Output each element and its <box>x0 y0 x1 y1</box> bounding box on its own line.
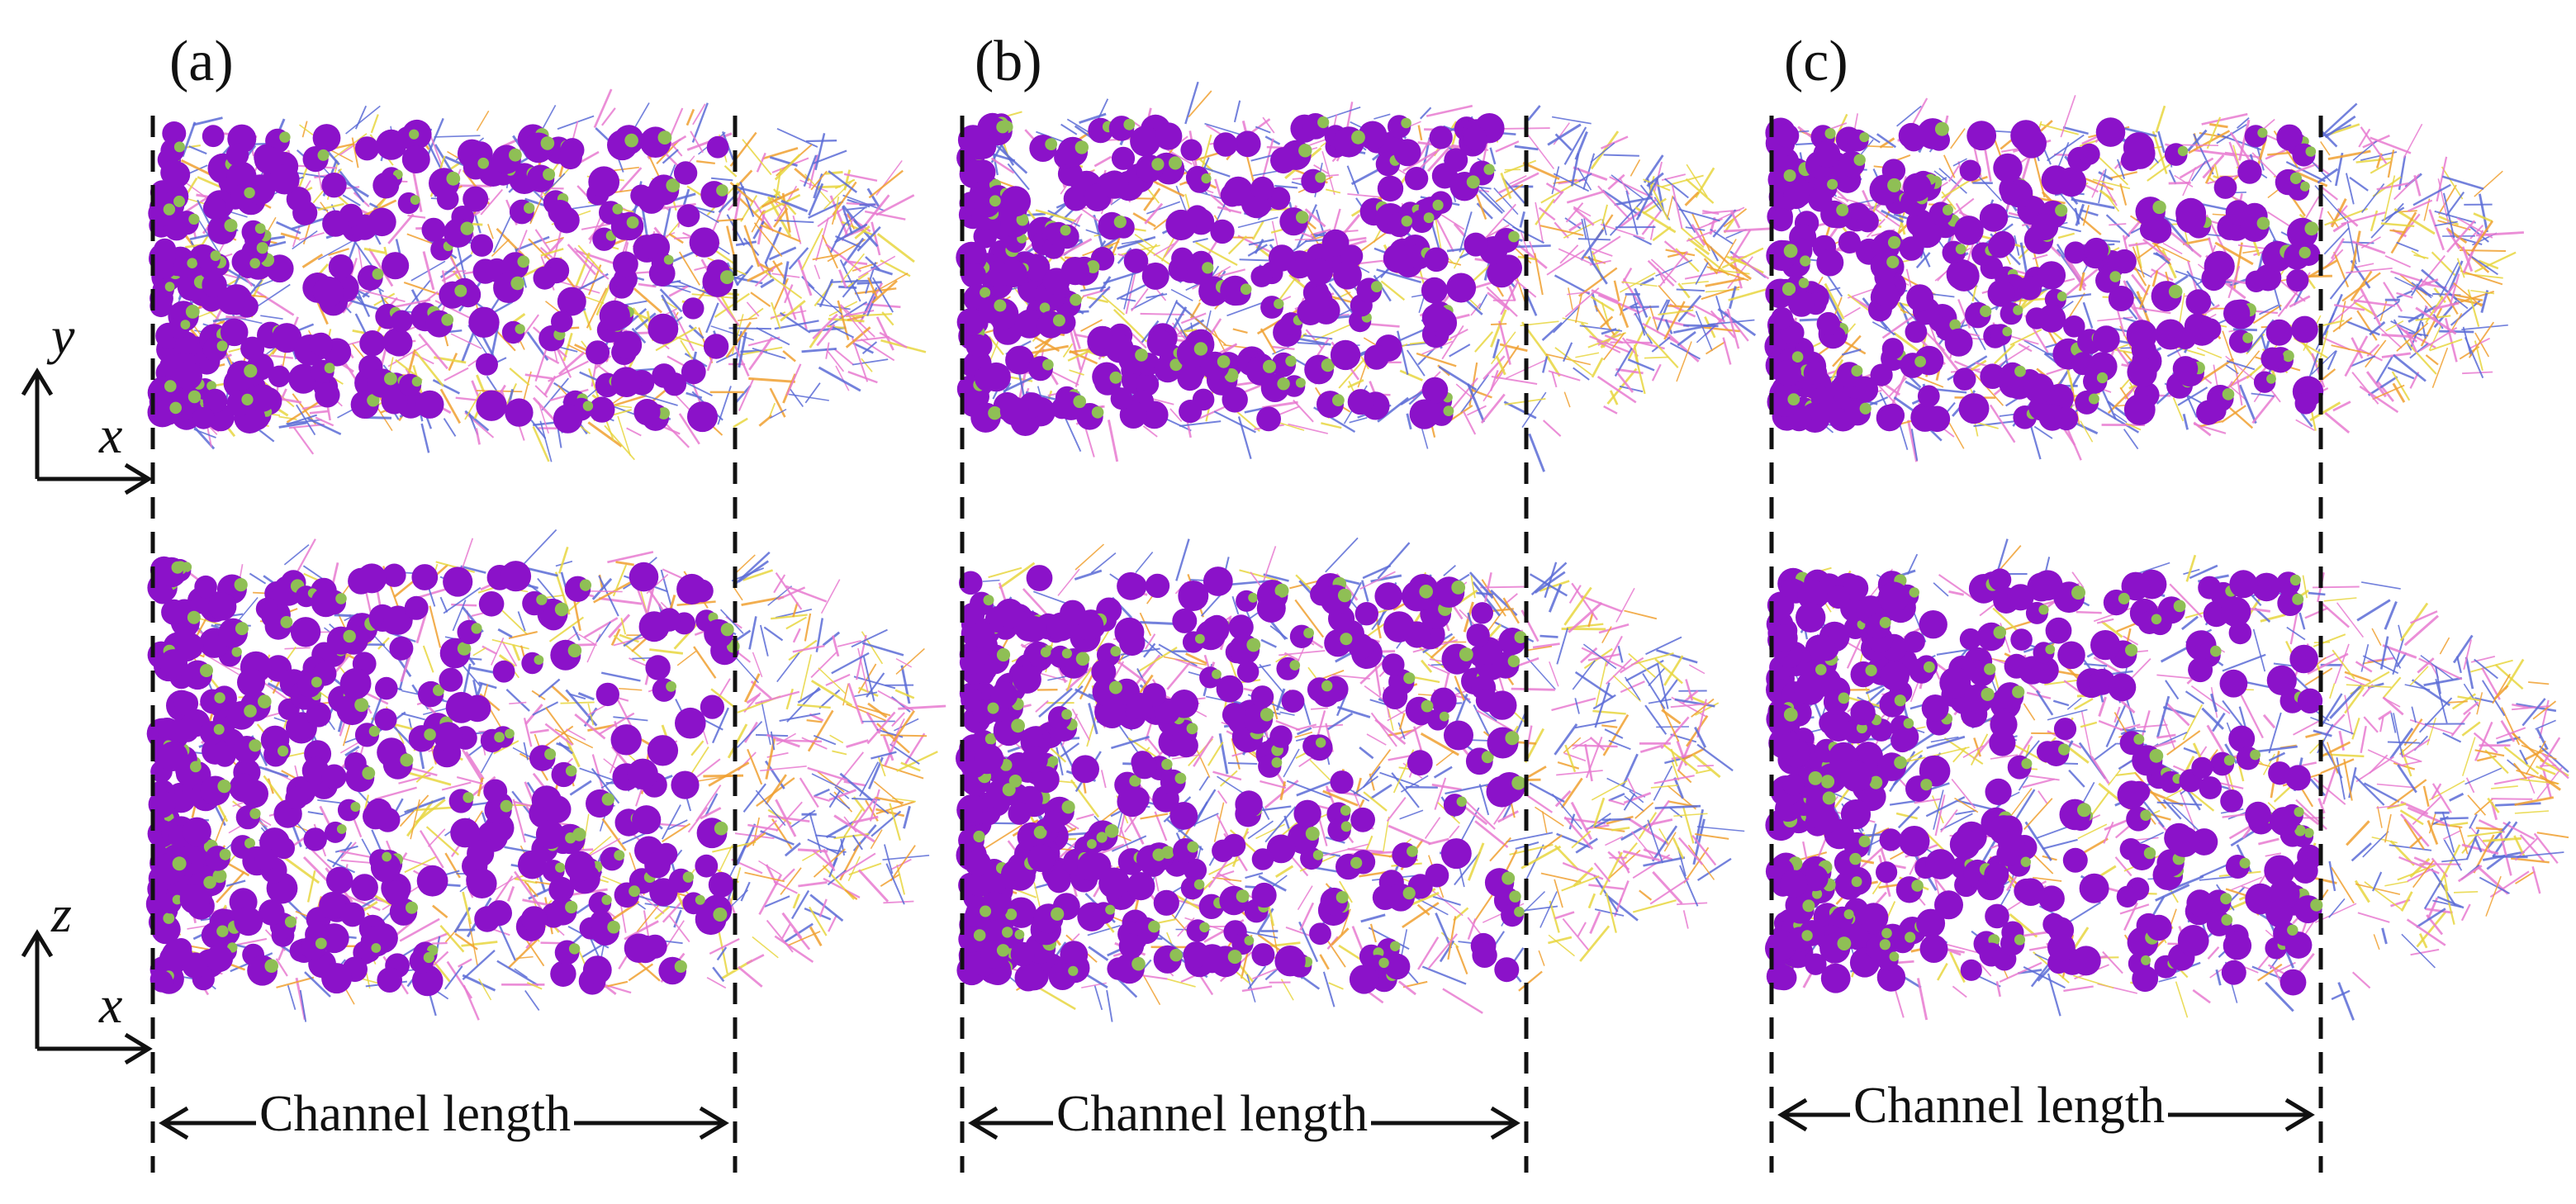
axis-label-x-bottom: x <box>99 979 122 1031</box>
panel-a-xz-slab <box>146 530 946 1022</box>
channel-length-label-a: Channel length <box>256 1088 574 1140</box>
panel-b-xy-slab <box>956 82 1772 472</box>
panel-c-xz-slab <box>1765 539 2569 1021</box>
panel-label-a: (a) <box>169 33 234 91</box>
panel-a-xy-slab <box>148 89 927 462</box>
panel-label-b: (b) <box>975 33 1042 91</box>
axis-label-z: z <box>51 888 72 941</box>
panel-b-xz-slab <box>956 538 1744 1022</box>
panel-c-xy-slab <box>1764 95 2524 462</box>
axis-label-x-top: x <box>99 409 122 462</box>
axis-label-y: y <box>51 310 74 363</box>
channel-length-label-b: Channel length <box>1053 1088 1371 1140</box>
panel-label-c: (c) <box>1784 33 1848 91</box>
channel-length-label-c: Channel length <box>1850 1080 2168 1131</box>
